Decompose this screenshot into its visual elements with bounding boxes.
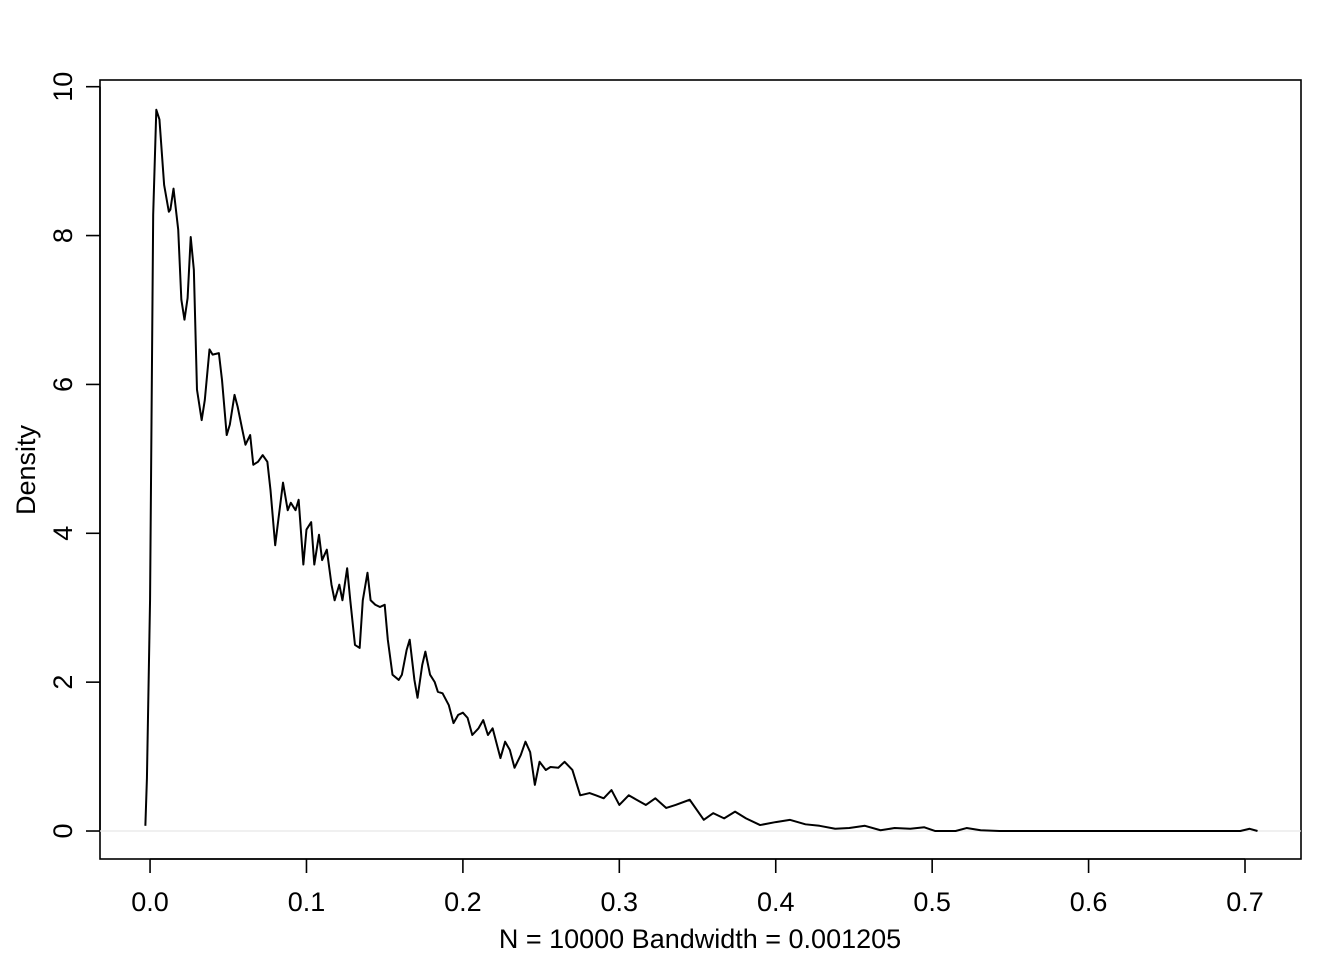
x-tick-label: 0.2: [444, 887, 482, 917]
y-tick-label: 2: [48, 675, 78, 690]
x-tick-label: 0.4: [757, 887, 795, 917]
x-tick-label: 0.1: [288, 887, 326, 917]
x-tick-label: 0.5: [913, 887, 951, 917]
plot-box: [99, 79, 1302, 860]
y-tick-label: 8: [48, 228, 78, 243]
x-axis-label: N = 10000 Bandwidth = 0.001205: [499, 924, 901, 954]
y-tick-label: 10: [48, 72, 78, 102]
x-tick-label: 0.0: [131, 887, 169, 917]
y-tick-label: 4: [48, 526, 78, 541]
x-tick-label: 0.6: [1070, 887, 1108, 917]
y-tick-label: 0: [48, 823, 78, 838]
x-tick-label: 0.3: [601, 887, 639, 917]
density-line: [144, 108, 1258, 833]
y-tick-label: 6: [48, 377, 78, 392]
y-axis-label: Density: [11, 424, 41, 515]
x-tick-label: 0.7: [1226, 887, 1264, 917]
